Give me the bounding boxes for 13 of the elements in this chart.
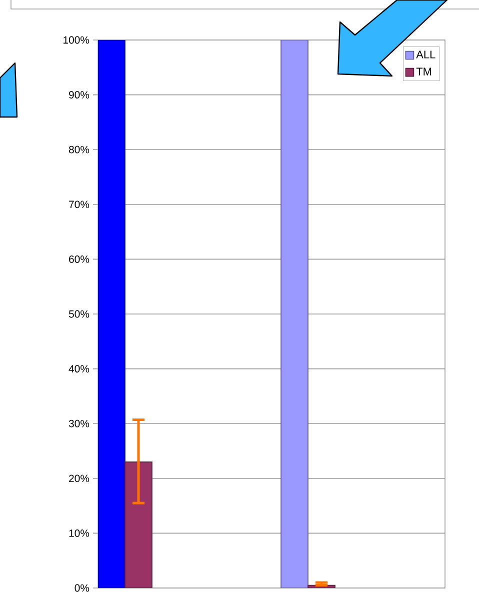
y-tick-label: 100% <box>64 36 90 44</box>
y-tick-label: 70% <box>69 200 90 208</box>
y-tick-label: 60% <box>69 256 90 263</box>
legend-label: ALL <box>416 50 436 58</box>
y-tick-label: 10% <box>69 530 90 537</box>
y-tick-label: 0% <box>74 584 90 592</box>
y-tick-label: 20% <box>69 474 90 482</box>
y-tick-label: 30% <box>68 420 90 428</box>
y-tick-label: 90% <box>69 91 90 99</box>
y-tick-label: 50% <box>68 310 90 318</box>
y-tick-label: 80% <box>68 146 90 154</box>
legend-label: TM <box>416 68 432 76</box>
y-tick-label: 40% <box>68 365 90 373</box>
